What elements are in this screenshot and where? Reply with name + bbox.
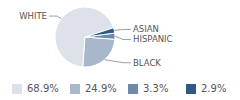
html-text:2.9%: 2.9%	[201, 83, 227, 94]
svg-text:HISPANIC: HISPANIC	[133, 34, 173, 44]
svg-text:ASIAN: ASIAN	[133, 24, 159, 34]
html-text:3.3%: 3.3%	[143, 83, 169, 94]
svg-text:BLACK: BLACK	[133, 58, 161, 68]
html-text:68.9%: 68.9%	[27, 83, 59, 94]
html-text:24.9%: 24.9%	[85, 83, 117, 94]
svg-text:WHITE: WHITE	[19, 11, 47, 21]
